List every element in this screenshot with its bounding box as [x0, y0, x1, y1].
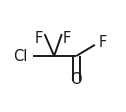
- Text: Cl: Cl: [13, 48, 28, 64]
- Text: O: O: [70, 72, 82, 87]
- Text: F: F: [35, 31, 43, 46]
- Text: F: F: [98, 35, 107, 50]
- Text: F: F: [63, 31, 71, 46]
